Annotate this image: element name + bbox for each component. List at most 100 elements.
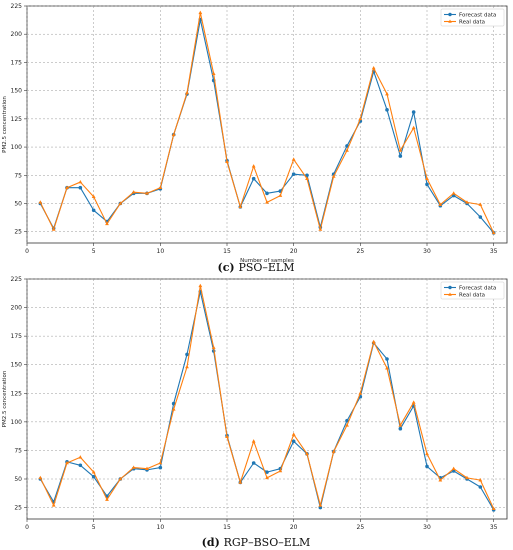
forecast-point xyxy=(411,110,416,114)
y-tick-label: 125 xyxy=(11,390,23,397)
real-point xyxy=(345,423,349,427)
y-tick-label: 50 xyxy=(14,476,22,483)
real-point xyxy=(398,148,403,152)
real-point xyxy=(238,204,243,209)
real-point xyxy=(145,191,149,195)
real-point xyxy=(78,179,83,184)
legend-label: Real data xyxy=(459,293,485,299)
real-point xyxy=(478,478,483,482)
x-tick-label: 5 xyxy=(92,524,96,531)
y-tick-label: 100 xyxy=(11,419,23,426)
real-point xyxy=(38,200,43,204)
legend-marker-triangle xyxy=(448,19,452,23)
real-point xyxy=(371,65,376,70)
forecast-point xyxy=(398,426,403,431)
real-point xyxy=(225,434,229,439)
real-point xyxy=(211,345,216,349)
forecast-point xyxy=(91,474,96,479)
legend-box xyxy=(440,8,505,27)
chart-rgp-bso-elm: 0 5 10 15 20 25 30 35 25 50 75 100 125 150 175 200 225 PM… xyxy=(2,276,508,549)
forecast-point xyxy=(78,185,83,190)
real-point xyxy=(465,200,469,204)
forecast-point xyxy=(251,461,256,465)
real-point xyxy=(411,400,416,404)
x-tick-label: 15 xyxy=(223,524,231,531)
y-tick-label: 150 xyxy=(11,362,23,369)
real-point xyxy=(291,157,296,161)
forecast-point xyxy=(345,418,349,423)
legend-marker-circle xyxy=(448,285,452,290)
x-tick-label: 20 xyxy=(290,524,298,531)
forecast-point xyxy=(385,357,389,361)
real-point xyxy=(345,148,349,152)
x-tick-label: 20 xyxy=(290,248,298,255)
y-tick-label: 150 xyxy=(11,88,23,95)
real-point xyxy=(358,391,363,395)
real-point xyxy=(171,407,176,411)
y-tick-label: 225 xyxy=(11,3,23,10)
forecast-point xyxy=(305,173,309,178)
real-point xyxy=(411,125,416,130)
real-point xyxy=(331,174,336,178)
figure-caption: (c) PSO–ELM xyxy=(218,261,295,274)
legend-label: Forecast data xyxy=(459,286,496,292)
y-tick-label: 225 xyxy=(11,276,23,283)
x-tick-label: 35 xyxy=(490,248,498,255)
x-tick-label: 0 xyxy=(25,524,29,531)
real-point xyxy=(398,423,403,427)
real-point xyxy=(211,71,216,76)
real-point xyxy=(465,475,469,480)
real-point xyxy=(171,132,176,136)
forecast-point xyxy=(158,465,163,470)
x-tick-label: 10 xyxy=(157,248,165,255)
forecast-point xyxy=(318,505,323,510)
y-tick-label: 175 xyxy=(11,333,23,340)
real-point xyxy=(131,190,136,194)
x-tick-label: 10 xyxy=(157,524,165,531)
real-point xyxy=(371,339,376,344)
real-point xyxy=(491,506,496,511)
real-point xyxy=(265,200,269,204)
real-point xyxy=(305,451,309,456)
real-point xyxy=(251,164,256,168)
forecast-point xyxy=(251,176,256,181)
real-point xyxy=(65,460,69,465)
figure-caption: (d) RGP–BSO–ELM xyxy=(202,536,311,549)
legend-box xyxy=(440,281,505,300)
caption-letter: (c) xyxy=(218,261,239,274)
real-point xyxy=(78,455,83,459)
real-point xyxy=(238,480,243,484)
legend-marker-circle xyxy=(448,12,452,17)
real-point xyxy=(358,116,363,121)
real-point xyxy=(451,466,456,471)
real-point xyxy=(91,470,96,474)
x-tick-label: 35 xyxy=(490,524,498,531)
x-tick-label: 5 xyxy=(92,248,96,255)
y-tick-label: 200 xyxy=(11,31,23,38)
x-tick-label: 30 xyxy=(423,524,431,531)
real-point xyxy=(318,227,323,231)
real-point xyxy=(51,227,56,231)
forecast-point xyxy=(425,464,429,469)
forecast-point xyxy=(425,182,429,187)
forecast-point xyxy=(478,215,483,219)
real-point xyxy=(105,497,109,501)
forecast-point xyxy=(185,352,189,357)
real-point xyxy=(198,283,203,288)
caption-text: RGP–BSO–ELM xyxy=(224,536,311,549)
real-point xyxy=(331,449,336,453)
y-tick-label: 25 xyxy=(14,505,22,512)
real-point xyxy=(38,475,43,480)
y-tick-label: 200 xyxy=(11,305,23,312)
forecast-point xyxy=(91,208,96,213)
forecast-point xyxy=(291,439,296,444)
real-point xyxy=(198,10,203,15)
forecast-point xyxy=(265,470,269,474)
x-axis-label: Number of samples xyxy=(240,258,294,264)
real-point xyxy=(438,478,443,482)
x-tick-label: 0 xyxy=(25,248,29,255)
real-point xyxy=(225,159,229,164)
real-point xyxy=(251,439,256,443)
real-point xyxy=(105,221,109,226)
real-point xyxy=(491,230,496,235)
